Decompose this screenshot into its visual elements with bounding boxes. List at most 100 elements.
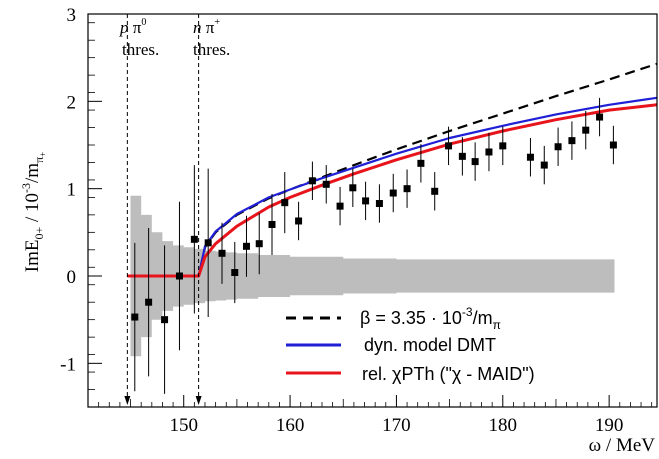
data-point xyxy=(609,125,617,165)
data-point-marker xyxy=(540,161,548,169)
data-point xyxy=(362,181,370,221)
y-title-tail-sub: π xyxy=(32,157,46,163)
data-point xyxy=(161,245,169,394)
data-point xyxy=(175,201,183,351)
data-point-marker xyxy=(336,202,344,210)
data-point-marker xyxy=(596,113,604,121)
legend-label-beta: β = 3.35 · 10-3/mπ xyxy=(360,305,501,332)
data-point xyxy=(145,227,153,377)
y-title-tail: /m xyxy=(22,163,43,183)
data-point-marker xyxy=(362,197,370,205)
data-point xyxy=(568,121,576,160)
data-point xyxy=(471,142,479,181)
data-point xyxy=(204,168,212,318)
legend-label-dmt: dyn. model DMT xyxy=(364,335,496,355)
data-point-marker xyxy=(161,316,169,324)
threshold-2-label: n π+ xyxy=(193,17,220,37)
data-point-marker xyxy=(417,159,425,167)
curve-dmt xyxy=(127,96,658,278)
curve-beta xyxy=(127,62,658,278)
data-point-marker xyxy=(308,177,316,185)
x-axis-title: ω / MeV xyxy=(589,435,656,456)
threshold-1-pion: π xyxy=(129,18,142,37)
plot-frame xyxy=(87,13,658,408)
data-point xyxy=(231,241,239,304)
data-point xyxy=(485,132,493,172)
data-point-marker xyxy=(349,184,357,192)
data-point-marker xyxy=(295,217,303,225)
data-point-marker xyxy=(322,180,330,188)
data-point xyxy=(417,144,425,183)
x-tick-label: 170 xyxy=(382,415,411,436)
data-point xyxy=(190,165,198,314)
data-point-marker xyxy=(526,153,534,161)
data-point-marker xyxy=(145,298,153,306)
threshold-2-word: thres. xyxy=(193,40,230,59)
data-point-marker xyxy=(403,185,411,193)
data-point xyxy=(255,213,263,275)
data-point xyxy=(458,137,466,176)
x-tick-label: 190 xyxy=(595,415,624,436)
data-point xyxy=(445,126,453,166)
data-point-marker xyxy=(568,137,576,145)
data-point-marker xyxy=(485,148,493,156)
data-point xyxy=(596,97,604,137)
data-point xyxy=(431,172,439,211)
y-axis-title: ImE0+ / 10-3/mπ+ xyxy=(19,152,48,272)
data-point-marker xyxy=(204,239,212,247)
threshold-2-charge: + xyxy=(214,17,220,28)
error-band-layer xyxy=(130,195,615,357)
data-point-marker xyxy=(554,143,562,151)
y-title-main-sub: 0+ xyxy=(32,227,46,240)
legend: β = 3.35 · 10-3/mπ dyn. model DMT rel. χ… xyxy=(286,305,535,384)
legend-beta-tail: /m xyxy=(473,308,493,328)
data-point xyxy=(322,165,330,204)
y-title-main: ImE xyxy=(22,240,43,273)
data-point-marker xyxy=(131,313,139,321)
data-point xyxy=(308,161,316,201)
data-point-marker xyxy=(190,235,198,243)
data-point xyxy=(131,242,139,392)
thresholds-layer xyxy=(124,14,202,405)
data-point-marker xyxy=(231,269,239,277)
threshold-arrow-2 xyxy=(195,396,202,405)
x-tick-label: 160 xyxy=(276,415,305,436)
data-point xyxy=(403,169,411,208)
error-band xyxy=(130,195,615,357)
threshold-1-particle: p xyxy=(119,18,129,37)
threshold-1-label: p π0 xyxy=(119,17,146,37)
data-point-marker xyxy=(471,158,479,166)
data-point-marker xyxy=(175,272,183,280)
data-point xyxy=(218,222,226,284)
data-point xyxy=(295,201,303,241)
data-point-marker xyxy=(389,189,397,197)
data-point xyxy=(499,126,507,166)
data-point-marker xyxy=(431,187,439,195)
legend-beta-sup: -3 xyxy=(462,305,473,319)
threshold-1-word: thres. xyxy=(122,40,159,59)
data-point-marker xyxy=(255,240,263,248)
x-tick-label: 180 xyxy=(489,415,518,436)
data-point-marker xyxy=(609,141,617,149)
y-title-mid: / 10 xyxy=(22,193,43,227)
data-point-marker xyxy=(375,200,383,208)
data-point-marker xyxy=(582,126,590,134)
ticks-layer: 150 160 170 180 190 -1 0 1 2 3 xyxy=(60,5,653,436)
y-title-tail-subsub: + xyxy=(38,152,48,157)
y-tick-label: 0 xyxy=(67,267,77,288)
y-tick-label: 3 xyxy=(67,5,77,26)
data-point xyxy=(375,184,383,223)
data-point xyxy=(336,186,344,226)
data-point-marker xyxy=(445,142,453,150)
threshold-2-particle: n xyxy=(193,18,202,37)
data-point xyxy=(540,145,548,185)
data-point xyxy=(554,127,562,166)
data-point xyxy=(389,173,397,213)
data-point xyxy=(526,138,534,177)
data-point-marker xyxy=(499,142,507,150)
data-point xyxy=(582,110,590,150)
data-points-layer xyxy=(131,97,617,394)
legend-label-chpt: rel. χPTh ("χ - MAID") xyxy=(362,364,535,384)
y-tick-label: -1 xyxy=(60,354,76,375)
